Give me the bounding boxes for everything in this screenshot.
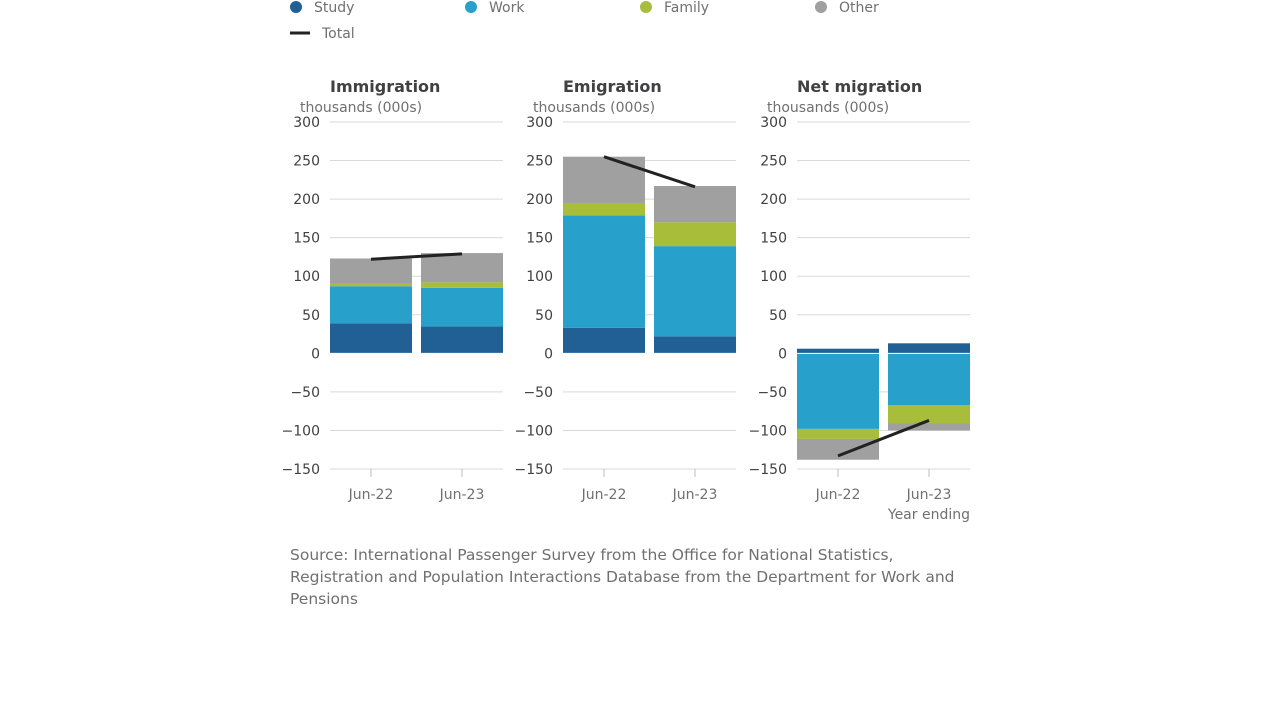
y-tick-label: 100 — [526, 269, 553, 285]
bar-family-jun-22 — [563, 202, 645, 216]
y-tick-label: 150 — [760, 231, 787, 247]
y-tick-label: 200 — [760, 192, 787, 208]
y-tick-label: 50 — [535, 308, 553, 324]
legend-swatch-study — [290, 1, 302, 13]
legend-label-other: Other — [839, 0, 879, 16]
y-tick-label: 100 — [293, 269, 320, 285]
bar-family-jun-22 — [797, 428, 879, 439]
bar-family-jun-23 — [654, 222, 736, 247]
panel-title: Immigration — [330, 77, 440, 96]
y-tick-label: 50 — [302, 308, 320, 324]
y-tick-label: −150 — [282, 462, 320, 478]
bar-family-jun-23 — [888, 404, 970, 424]
total-line — [837, 419, 930, 458]
bar-other-jun-22 — [330, 258, 412, 284]
y-tick-label: −50 — [290, 385, 320, 401]
bar-study-jun-23 — [421, 326, 503, 354]
legend-item-study: Study — [290, 0, 354, 16]
bar-other-jun-23 — [421, 253, 503, 283]
y-tick-label: 250 — [526, 154, 553, 170]
legend-item-total: Total — [290, 26, 355, 42]
bar-work-jun-22 — [797, 353, 879, 429]
x-tick-label: Jun-22 — [348, 487, 394, 503]
bar-other-jun-23 — [654, 186, 736, 223]
y-tick-label: 300 — [760, 115, 787, 131]
panel-net-migration: Net migration thousands (000s)300 250 200 15… — [749, 77, 970, 523]
x-tick-label: Jun-23 — [906, 487, 952, 503]
source-note: Source: International Passenger Survey f… — [290, 546, 955, 608]
x-tick-label: Jun-23 — [439, 487, 485, 503]
y-tick-label: 300 — [293, 115, 320, 131]
bar-study-jun-22 — [563, 327, 645, 354]
legend-label-family: Family — [664, 0, 709, 16]
y-tick-label: 250 — [293, 154, 320, 170]
x-axis-label: Year ending — [887, 507, 970, 523]
total-line — [603, 155, 696, 189]
legend-item-other: Other — [815, 0, 879, 16]
x-tick-label: Jun-22 — [581, 487, 627, 503]
y-axis-label: thousands (000s) — [533, 100, 655, 116]
bar-study-jun-22 — [330, 323, 412, 354]
x-tick-label: Jun-23 — [672, 487, 718, 503]
y-tick-label: 200 — [526, 192, 553, 208]
panel-title: Emigration — [563, 77, 662, 96]
x-tick-label: Jun-22 — [815, 487, 861, 503]
y-tick-label: 150 — [526, 231, 553, 247]
bar-family-jun-23 — [421, 282, 503, 288]
bar-other-jun-22 — [797, 438, 879, 460]
legend-swatch-work — [465, 1, 477, 13]
legend-label-study: Study — [314, 0, 354, 16]
y-tick-label: 150 — [293, 231, 320, 247]
panel-immigration: Immigration thousands (000s)300 250 200 150 1… — [282, 77, 503, 503]
y-tick-label: 250 — [760, 154, 787, 170]
y-tick-label: −100 — [515, 423, 553, 439]
bar-study-jun-23 — [888, 343, 970, 354]
y-tick-label: 0 — [544, 346, 553, 362]
bar-work-jun-23 — [888, 353, 970, 405]
total-line — [370, 252, 463, 261]
bar-work-jun-23 — [421, 287, 503, 327]
bar-other-jun-22 — [563, 156, 645, 203]
legend-label-work: Work — [489, 0, 525, 16]
y-tick-label: 100 — [760, 269, 787, 285]
bar-work-jun-22 — [563, 215, 645, 328]
y-tick-label: −50 — [757, 385, 787, 401]
legend-swatch-other — [815, 1, 827, 13]
y-tick-label: 200 — [293, 192, 320, 208]
y-tick-label: −50 — [523, 385, 553, 401]
y-tick-label: 0 — [778, 346, 787, 362]
bar-family-jun-22 — [330, 283, 412, 287]
legend-label-total: Total — [321, 26, 355, 42]
bar-study-jun-22 — [797, 348, 879, 354]
legend: Study Work Family Other Total — [290, 0, 879, 42]
legend-item-work: Work — [465, 0, 525, 16]
panel-emigration: Emigration thousands (000s)300 250 200 150 10… — [515, 77, 736, 503]
legend-swatch-family — [640, 1, 652, 13]
y-axis-label: thousands (000s) — [767, 100, 889, 116]
bar-other-jun-23 — [888, 423, 970, 431]
y-tick-label: 50 — [769, 308, 787, 324]
y-tick-label: −150 — [749, 462, 787, 478]
bar-work-jun-23 — [654, 246, 736, 337]
y-tick-label: 0 — [311, 346, 320, 362]
y-tick-label: −100 — [749, 423, 787, 439]
bar-work-jun-22 — [330, 286, 412, 324]
y-tick-label: −150 — [515, 462, 553, 478]
panel-title: Net migration — [797, 77, 922, 96]
bar-study-jun-23 — [654, 336, 736, 354]
y-tick-label: 300 — [526, 115, 553, 131]
y-tick-label: −100 — [282, 423, 320, 439]
y-axis-label: thousands (000s) — [300, 100, 422, 116]
legend-item-family: Family — [640, 0, 709, 16]
